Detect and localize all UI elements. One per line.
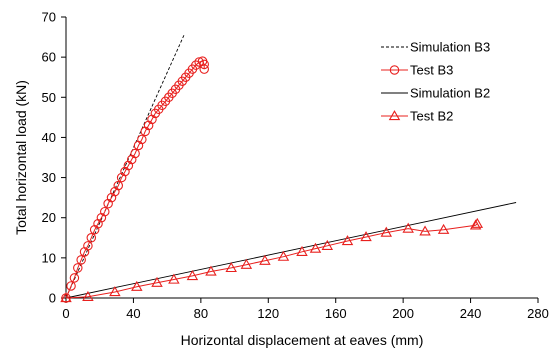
x-tick-label: 160 [325, 306, 347, 321]
test-b2-point [419, 225, 431, 236]
test-b2-point [341, 235, 354, 246]
x-tick-label: 200 [392, 306, 414, 321]
test-b2-point [240, 258, 253, 269]
x-tick-label: 40 [126, 306, 140, 321]
test-b2-point [296, 245, 308, 256]
x-tick-label: 280 [527, 306, 549, 321]
test-b3-point [137, 134, 147, 145]
y-tick-label: 40 [42, 130, 56, 145]
test-b2-point [131, 280, 143, 291]
simulation-b3-line [65, 34, 185, 299]
test-b3-point [73, 263, 83, 273]
simulation-b2-line [65, 202, 517, 299]
y-axis-title: Total horizontal load (kN) [13, 80, 29, 235]
y-tick-label: 70 [42, 10, 56, 25]
y-tick-label: 60 [42, 50, 56, 65]
test-b2-point [60, 292, 72, 303]
test-b2-point [225, 261, 237, 273]
x-tick-label: 120 [257, 306, 279, 321]
test-b2-point [380, 226, 393, 237]
x-tick-label: 80 [194, 306, 208, 321]
axes: 0 40 80 120 160 200 240 280 0 10 20 30 40 50 60 70 [42, 10, 549, 322]
x-tick-label: 240 [460, 306, 482, 321]
test-b2-point [309, 242, 322, 253]
y-tick-label: 0 [49, 291, 56, 306]
test-b2-point [277, 250, 290, 261]
test-b2-point [109, 286, 121, 297]
test-b3-line [65, 60, 205, 299]
x-axis-title: Horizontal displacement at eaves (mm) [181, 332, 424, 348]
test-b3-point [199, 64, 209, 74]
test-b2-point [402, 222, 414, 233]
legend-marker-test-b2 [388, 110, 401, 121]
test-b2-point [186, 270, 199, 281]
test-b2-point [151, 276, 163, 287]
test-b3-point [100, 206, 110, 217]
test-b2-line [65, 223, 478, 299]
test-b3-point [83, 241, 93, 251]
test-b3-point [69, 273, 80, 283]
test-b2-point [471, 217, 484, 228]
series-simulation-b3 [65, 34, 185, 299]
legend-label-test-b3: Test B3 [410, 63, 453, 78]
y-tick-label: 30 [42, 170, 56, 185]
test-b2-point [469, 219, 482, 230]
plot-area [60, 34, 517, 303]
series-test-b2 [60, 217, 484, 303]
test-b3-point [66, 281, 76, 291]
test-b3-point [76, 255, 86, 265]
series-simulation-b2 [65, 202, 517, 299]
test-b2-point [437, 223, 450, 234]
test-b2-point [168, 273, 180, 284]
legend: Simulation B3 Test B3 Simulation B2 Test B2 [381, 40, 490, 124]
y-tick-label: 20 [42, 210, 56, 225]
y-tick-label: 50 [42, 90, 56, 105]
test-b3-point [194, 57, 204, 67]
test-b3-point [113, 180, 124, 191]
legend-label-simulation-b3: Simulation B3 [410, 40, 490, 55]
test-b3-point [199, 59, 209, 70]
y-tick-label: 10 [42, 250, 56, 265]
test-b2-point [259, 254, 271, 265]
test-b3-point [86, 233, 97, 243]
series-test-b3 [61, 56, 209, 303]
legend-marker-test-b3 [389, 65, 400, 75]
x-tick-label: 0 [62, 306, 69, 321]
legend-label-simulation-b2: Simulation B2 [410, 86, 490, 101]
test-b2-point [82, 290, 94, 301]
test-b2-point [321, 239, 334, 250]
test-b2-point [360, 231, 372, 242]
test-b3-point [130, 148, 140, 159]
legend-label-test-b2: Test B2 [410, 109, 453, 124]
test-b2-point [205, 265, 217, 276]
